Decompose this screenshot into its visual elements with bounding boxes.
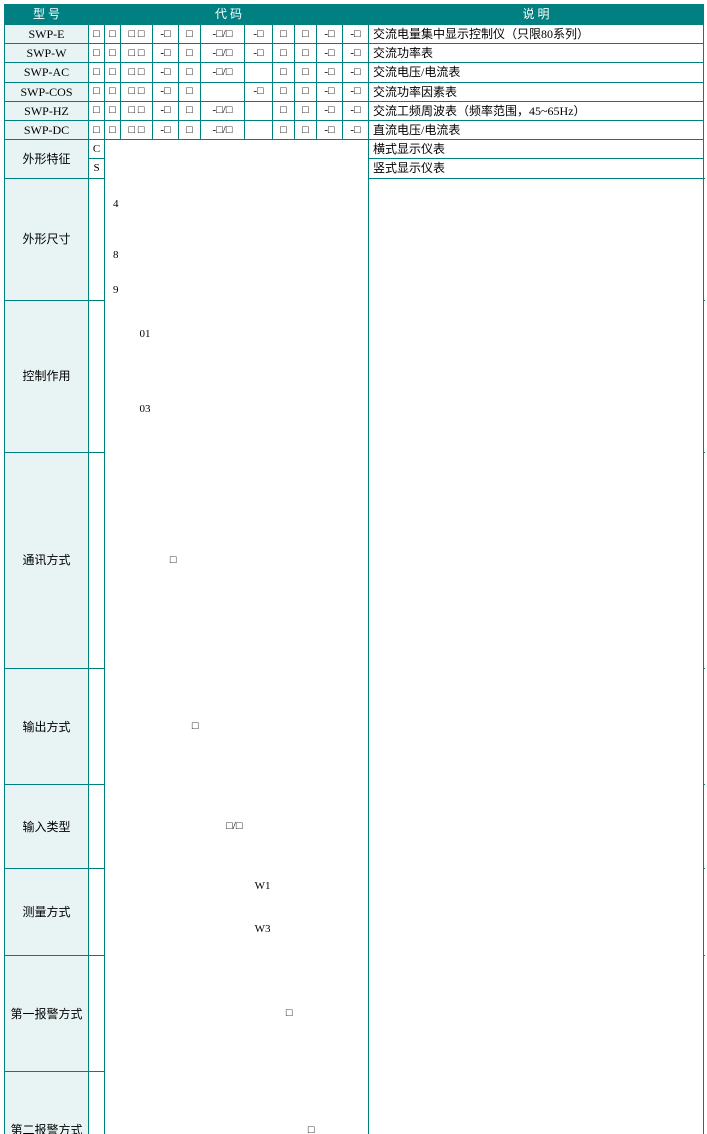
row-shape-feature: 外形特征 C 横式显示仪表 [5, 140, 704, 159]
header-code: 代 码 [89, 5, 369, 25]
header-row: 型 号 代 码 说 明 [5, 5, 704, 25]
header-model: 型 号 [5, 5, 89, 25]
desc-swp-e: 交流电量集中显示控制仪（只限80系列） [369, 25, 704, 44]
row-swp-cos: SWP-COS □ □ □ □ -□ □ -□ □ □ -□ -□ 交流功率因素… [5, 82, 704, 101]
spec-table: 型 号 代 码 说 明 SWP-E □ □ □ □ -□ □ -□/□ -□ □… [4, 4, 704, 1134]
row-swp-hz: SWP-HZ □ □ □ □ -□ □ -□/□ □ □ -□ -□ 交流工频周… [5, 101, 704, 120]
row-swp-e: SWP-E □ □ □ □ -□ □ -□/□ -□ □ □ -□ -□ 交流电… [5, 25, 704, 44]
row-swp-dc: SWP-DC □ □ □ □ -□ □ -□/□ □ □ -□ -□ 直流电压/… [5, 120, 704, 139]
header-desc: 说 明 [369, 5, 704, 25]
row-swp-w: SWP-W □ □ □ □ -□ □ -□/□ -□ □ □ -□ -□ 交流功… [5, 44, 704, 63]
label-swp-e: SWP-E [5, 25, 89, 44]
row-swp-ac: SWP-AC □ □ □ □ -□ □ -□/□ □ □ -□ -□ 交流电压/… [5, 63, 704, 82]
